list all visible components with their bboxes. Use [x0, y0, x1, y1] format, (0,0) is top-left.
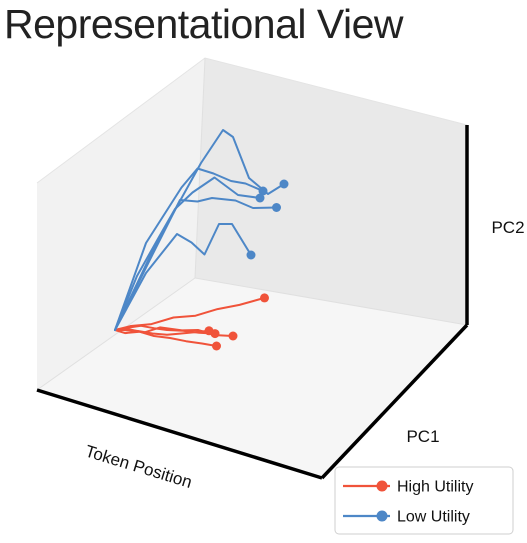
- legend-marker-1: [376, 510, 388, 522]
- y-axis-label: PC1: [406, 427, 439, 446]
- y-axis-line: [320, 323, 469, 480]
- chart-title: Representational View: [4, 1, 404, 47]
- series-0-line-3: [114, 329, 210, 336]
- pane-floor: [37, 278, 467, 478]
- series-0-endpoint-0: [228, 331, 238, 341]
- x-axis-label: Token Position: [83, 441, 194, 491]
- series-0-endpoint-1: [212, 341, 221, 351]
- series-1-endpoint-2: [272, 203, 281, 212]
- pane-back: [195, 58, 467, 325]
- series-1-endpoint-4: [246, 250, 256, 260]
- pane-edge-back-vertical: [194, 57, 206, 279]
- x-axis-line: [36, 388, 323, 480]
- series-0-endpoint-3: [204, 326, 214, 336]
- pane-left: [37, 58, 205, 390]
- series-1-line-2: [114, 197, 278, 331]
- series-1-endpoint-1: [258, 186, 268, 196]
- series-1-line-3: [114, 176, 261, 331]
- z-axis-label: PC2: [491, 218, 524, 237]
- legend: High Utility Low Utility: [334, 466, 514, 535]
- pane-edge-floor-back: [194, 277, 468, 326]
- legend-marker-0: [376, 480, 388, 492]
- series-1-endpoint-3: [255, 193, 265, 203]
- series-0-endpoint-4: [260, 293, 269, 303]
- legend-items: High Utility Low Utility: [343, 479, 473, 526]
- series-1-line-4: [114, 223, 252, 331]
- series-1-line-1: [114, 167, 264, 331]
- series-layer: [114, 129, 289, 351]
- series-1-endpoint-0: [279, 179, 289, 189]
- pane-edge-floor-left: [36, 277, 196, 391]
- series-0-line-4: [114, 296, 266, 331]
- legend-label-1: Low Utility: [397, 509, 470, 526]
- legend-label-0: High Utility: [397, 479, 473, 496]
- series-0-line-1: [114, 329, 218, 347]
